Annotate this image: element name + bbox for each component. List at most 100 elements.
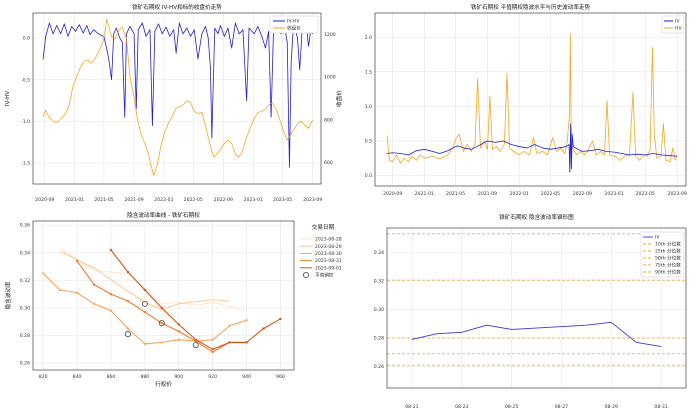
plot-frame [386, 227, 687, 389]
smile-point [41, 272, 45, 275]
y-tick-label: 1.5 [365, 69, 372, 75]
atm-marker [192, 342, 199, 349]
x-tick-label: 2023-01 [604, 191, 623, 197]
legend-label: IV [655, 235, 660, 241]
smile-line [59, 248, 247, 312]
legend-label: 90th 分位数 [655, 269, 681, 276]
smile-point [126, 270, 130, 274]
x-tick-label: 2023-05 [273, 197, 292, 203]
y-tick-label: -1.0 [21, 119, 30, 125]
legend-label: 10th 分位数 [655, 241, 681, 248]
x-tick-label: 900 [174, 374, 183, 380]
x-tick-label: 940 [242, 374, 251, 380]
series-line-iv [411, 321, 662, 348]
series-line-hv [386, 33, 678, 164]
legend-label: 75th 分位数 [655, 262, 681, 269]
x-tick-label: 2020-09 [35, 197, 54, 203]
x-tick-label: 2021-09 [478, 191, 497, 197]
iv-hv-close-chart: 铁矿石期权 IV-HV和标的收盘价走势 2020-09 2021-01 2021-05… [5, 3, 343, 203]
smile-point [228, 324, 231, 328]
x-tick-label: 2022-01 [510, 191, 529, 197]
legend-box [269, 15, 319, 34]
smile-point [211, 338, 214, 341]
smile-point [160, 306, 164, 310]
y-tick-label: -1.5 [21, 161, 30, 167]
smile-point [143, 288, 147, 292]
smile-line [110, 249, 281, 350]
x-tick-label: 08-23 [455, 404, 468, 410]
smile-point [279, 317, 282, 321]
legend-label: HV [675, 26, 682, 32]
x-tick-label: 2022-05 [184, 197, 203, 203]
smile-point [228, 341, 231, 344]
smile-point [211, 348, 214, 351]
chart-title: 铁矿石期权 IV-HV和标的收盘价走势 [132, 3, 222, 11]
x-axis-label: 行权价 [155, 380, 172, 388]
x-tick-label: 2021-09 [124, 197, 143, 203]
x-tick-label: 2022-05 [541, 191, 560, 197]
y2-tick-label: 1200 [324, 32, 336, 38]
atm-marker [124, 331, 131, 338]
y-tick-label: 0.0 [23, 36, 30, 42]
smile-point [194, 338, 197, 341]
legend-title: 交易日期 [312, 223, 335, 231]
legend-label: IV [675, 19, 680, 25]
smile-point [75, 259, 79, 263]
smile-point [109, 248, 113, 252]
x-tick-label: 860 [107, 374, 116, 380]
smile-point [75, 291, 79, 294]
atm-marker [141, 300, 148, 307]
y-tick-label: 0.32 [20, 278, 30, 284]
smile-point [92, 283, 96, 286]
x-tick-label: 08-21 [405, 404, 418, 410]
y-tick-label: 0.26 [20, 361, 30, 367]
chart-title: 铁矿石期权 平值期权隐波水平与历史波动率走势 [471, 3, 591, 11]
legend-label: 50th 分位数 [655, 255, 681, 262]
y-tick-label: -0.5 [21, 77, 30, 83]
x-tick-label: 2023-01 [244, 197, 263, 203]
x-tick-label: 2021-05 [94, 197, 113, 203]
y-tick-label: 0.32 [374, 278, 384, 284]
y-tick-label: 0.28 [20, 333, 30, 339]
smile-point [160, 341, 164, 344]
series-line-close-price [42, 19, 314, 176]
y-tick-label: 0.0 [365, 173, 372, 179]
y2-axis-label: 收盘价 [335, 90, 343, 107]
smile-line [59, 250, 230, 310]
y-tick-label: 0.30 [20, 306, 30, 312]
atm-marker [158, 320, 165, 327]
legend-label: 收盘价 [287, 25, 301, 32]
smile-point [245, 341, 248, 344]
x-tick-label: 2022-09 [214, 197, 233, 203]
iv-cone-chart: 铁矿石期权 隐含波动率锥形图 08-21 08-23 08-25 08-27 08-29 0… [374, 213, 687, 410]
legend-label: 平值期权 [315, 272, 334, 279]
smile-point [262, 327, 265, 330]
x-tick-label: 08-29 [605, 404, 618, 410]
legend-label: 2023-09-01 [315, 265, 342, 271]
legend-label: IV-HV [287, 19, 300, 25]
legend-box [640, 231, 685, 278]
y-tick-label: 0.36 [20, 223, 30, 229]
smile-point [126, 327, 130, 330]
y2-tick-label: 600 [324, 160, 333, 166]
y-tick-label: 0.34 [20, 250, 30, 256]
y-axis-label: 隐含波动率 [4, 281, 12, 309]
smile-point [245, 319, 248, 322]
x-tick-label: 2020-09 [383, 191, 402, 197]
legend-label: 2023-08-31 [315, 258, 342, 264]
chart-title: 隐含波动率曲线 - 铁矿石期权 [127, 211, 200, 219]
legend-box [661, 15, 685, 34]
y-tick-label: 0.26 [374, 364, 384, 370]
x-tick-label: 2023-05 [636, 191, 655, 197]
y-tick-label: 0.34 [374, 250, 384, 256]
x-tick-label: 2021-01 [65, 197, 84, 203]
smile-point [58, 288, 62, 292]
smile-point [177, 338, 180, 341]
y-tick-label: 0.28 [374, 336, 384, 342]
y-tick-label: 2.0 [365, 35, 372, 41]
legend-label: 25th 分位数 [655, 248, 681, 255]
x-tick-label: 2023-09 [668, 191, 687, 197]
legend-label: 2023-08-30 [315, 251, 342, 257]
smile-point [177, 330, 180, 333]
